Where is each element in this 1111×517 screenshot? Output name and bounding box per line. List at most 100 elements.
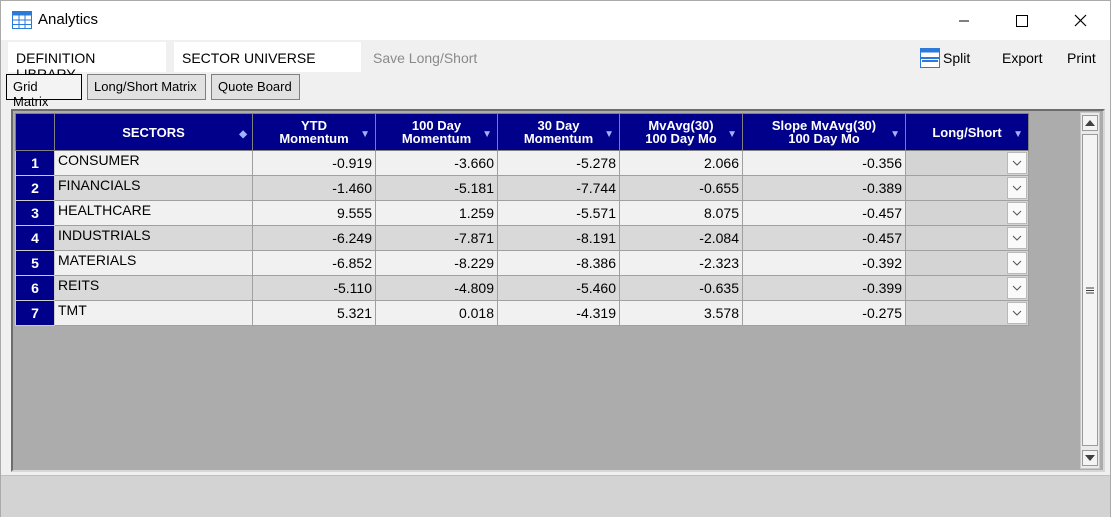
scrollbar-thumb[interactable] bbox=[1082, 134, 1098, 446]
long-short-dropdown[interactable] bbox=[1007, 227, 1027, 249]
definition-library-button[interactable]: DEFINITION LIBRARY bbox=[8, 42, 166, 82]
table-row[interactable]: 7 TMT 5.321 0.018 -4.319 3.578 -0.275 bbox=[15, 300, 1029, 326]
tab-quote-board[interactable]: Quote Board bbox=[211, 74, 300, 100]
sector-cell[interactable]: TMT bbox=[54, 300, 253, 326]
column-header-30-day[interactable]: 30 Day Momentum ▼ bbox=[497, 113, 620, 151]
30-day-cell[interactable]: -5.278 bbox=[497, 150, 620, 176]
30-day-cell[interactable]: -4.319 bbox=[497, 300, 620, 326]
100-day-cell[interactable]: 0.018 bbox=[375, 300, 498, 326]
column-header-sectors[interactable]: SECTORS ◆ bbox=[54, 113, 253, 151]
ytd-cell[interactable]: -6.249 bbox=[252, 225, 376, 251]
mvavg-cell[interactable]: -2.323 bbox=[619, 250, 743, 276]
table-row[interactable]: 6 REITS -5.110 -4.809 -5.460 -0.635 -0.3… bbox=[15, 275, 1029, 301]
table-row[interactable]: 3 HEALTHCARE 9.555 1.259 -5.571 8.075 -0… bbox=[15, 200, 1029, 226]
long-short-dropdown[interactable] bbox=[1007, 177, 1027, 199]
ytd-cell[interactable]: -5.110 bbox=[252, 275, 376, 301]
30-day-cell[interactable]: -8.386 bbox=[497, 250, 620, 276]
30-day-cell[interactable]: -5.571 bbox=[497, 200, 620, 226]
chevron-down-icon bbox=[1012, 310, 1022, 316]
column-header-100-day[interactable]: 100 Day Momentum ▼ bbox=[375, 113, 498, 151]
ytd-cell[interactable]: 9.555 bbox=[252, 200, 376, 226]
100-day-cell[interactable]: 1.259 bbox=[375, 200, 498, 226]
split-button[interactable]: Split bbox=[920, 47, 970, 69]
minimize-button[interactable] bbox=[941, 1, 987, 40]
sector-universe-button[interactable]: SECTOR UNIVERSE bbox=[174, 42, 361, 72]
sector-cell[interactable]: CONSUMER bbox=[54, 150, 253, 176]
sector-cell[interactable]: MATERIALS bbox=[54, 250, 253, 276]
table-row[interactable]: 2 FINANCIALS -1.460 -5.181 -7.744 -0.655… bbox=[15, 175, 1029, 201]
mvavg-cell[interactable]: -0.635 bbox=[619, 275, 743, 301]
slope-cell[interactable]: -0.356 bbox=[742, 150, 906, 176]
status-bar bbox=[1, 475, 1110, 517]
100-day-cell[interactable]: -5.181 bbox=[375, 175, 498, 201]
sector-cell[interactable]: FINANCIALS bbox=[54, 175, 253, 201]
filter-icon: ▼ bbox=[360, 129, 370, 140]
ytd-cell[interactable]: 5.321 bbox=[252, 300, 376, 326]
long-short-cell[interactable] bbox=[905, 300, 1029, 326]
30-day-cell[interactable]: -8.191 bbox=[497, 225, 620, 251]
ytd-cell[interactable]: -1.460 bbox=[252, 175, 376, 201]
column-header-ytd[interactable]: YTD Momentum ▼ bbox=[252, 113, 376, 151]
print-button[interactable]: Print bbox=[1067, 50, 1096, 66]
long-short-dropdown[interactable] bbox=[1007, 202, 1027, 224]
vertical-scrollbar[interactable] bbox=[1080, 112, 1100, 469]
long-short-dropdown[interactable] bbox=[1007, 302, 1027, 324]
scroll-up-button[interactable] bbox=[1082, 115, 1098, 131]
slope-cell[interactable]: -0.275 bbox=[742, 300, 906, 326]
slope-cell[interactable]: -0.389 bbox=[742, 175, 906, 201]
mvavg-cell[interactable]: -2.084 bbox=[619, 225, 743, 251]
tab-grid-matrix[interactable]: Grid Matrix bbox=[6, 74, 82, 109]
long-short-cell[interactable] bbox=[905, 150, 1029, 176]
table-row[interactable]: 1 CONSUMER -0.919 -3.660 -5.278 2.066 -0… bbox=[15, 150, 1029, 176]
sector-cell[interactable]: REITS bbox=[54, 275, 253, 301]
long-short-cell[interactable] bbox=[905, 275, 1029, 301]
long-short-dropdown[interactable] bbox=[1007, 252, 1027, 274]
chevron-down-icon bbox=[1012, 235, 1022, 241]
100-day-cell[interactable]: -3.660 bbox=[375, 150, 498, 176]
100-day-cell[interactable]: -8.229 bbox=[375, 250, 498, 276]
mvavg-cell[interactable]: -0.655 bbox=[619, 175, 743, 201]
mvavg-cell[interactable]: 3.578 bbox=[619, 300, 743, 326]
column-header-label: Long/Short bbox=[932, 124, 1002, 140]
long-short-cell[interactable] bbox=[905, 175, 1029, 201]
column-header-slope-mvavg[interactable]: Slope MvAvg(30) 100 Day Mo ▼ bbox=[742, 113, 906, 151]
long-short-cell[interactable] bbox=[905, 225, 1029, 251]
export-button[interactable]: Export bbox=[1002, 50, 1043, 66]
ytd-cell[interactable]: -0.919 bbox=[252, 150, 376, 176]
tab-long-short-matrix[interactable]: Long/Short Matrix bbox=[87, 74, 206, 100]
mvavg-cell[interactable]: 8.075 bbox=[619, 200, 743, 226]
column-header-mvavg[interactable]: MvAvg(30) 100 Day Mo ▼ bbox=[619, 113, 743, 151]
slope-cell[interactable]: -0.457 bbox=[742, 200, 906, 226]
column-header-sublabel: 100 Day Mo bbox=[645, 131, 717, 146]
table-row[interactable]: 5 MATERIALS -6.852 -8.229 -8.386 -2.323 … bbox=[15, 250, 1029, 276]
100-day-cell[interactable]: -7.871 bbox=[375, 225, 498, 251]
minimize-icon bbox=[959, 20, 969, 22]
sort-icon: ◆ bbox=[239, 129, 247, 140]
split-label: Split bbox=[943, 50, 971, 66]
column-header-long-short[interactable]: Long/Short ▼ bbox=[905, 113, 1029, 151]
row-number-header bbox=[15, 113, 55, 151]
long-short-dropdown[interactable] bbox=[1007, 152, 1027, 174]
scroll-down-button[interactable] bbox=[1082, 450, 1098, 466]
30-day-cell[interactable]: -5.460 bbox=[497, 275, 620, 301]
long-short-cell[interactable] bbox=[905, 200, 1029, 226]
30-day-cell[interactable]: -7.744 bbox=[497, 175, 620, 201]
save-long-short-button[interactable]: Save Long/Short bbox=[373, 50, 478, 66]
close-button[interactable] bbox=[1056, 1, 1102, 40]
table-row[interactable]: 4 INDUSTRIALS -6.249 -7.871 -8.191 -2.08… bbox=[15, 225, 1029, 251]
sector-cell[interactable]: INDUSTRIALS bbox=[54, 225, 253, 251]
long-short-dropdown[interactable] bbox=[1007, 277, 1027, 299]
slope-cell[interactable]: -0.457 bbox=[742, 225, 906, 251]
long-short-cell[interactable] bbox=[905, 250, 1029, 276]
chevron-down-icon bbox=[1012, 210, 1022, 216]
maximize-icon bbox=[1016, 15, 1028, 27]
ytd-cell[interactable]: -6.852 bbox=[252, 250, 376, 276]
sector-table: SECTORS ◆ YTD Momentum ▼ 100 Day Momentu… bbox=[15, 113, 1029, 326]
maximize-button[interactable] bbox=[998, 1, 1044, 40]
slope-cell[interactable]: -0.392 bbox=[742, 250, 906, 276]
slope-cell[interactable]: -0.399 bbox=[742, 275, 906, 301]
100-day-cell[interactable]: -4.809 bbox=[375, 275, 498, 301]
sector-cell[interactable]: HEALTHCARE bbox=[54, 200, 253, 226]
mvavg-cell[interactable]: 2.066 bbox=[619, 150, 743, 176]
